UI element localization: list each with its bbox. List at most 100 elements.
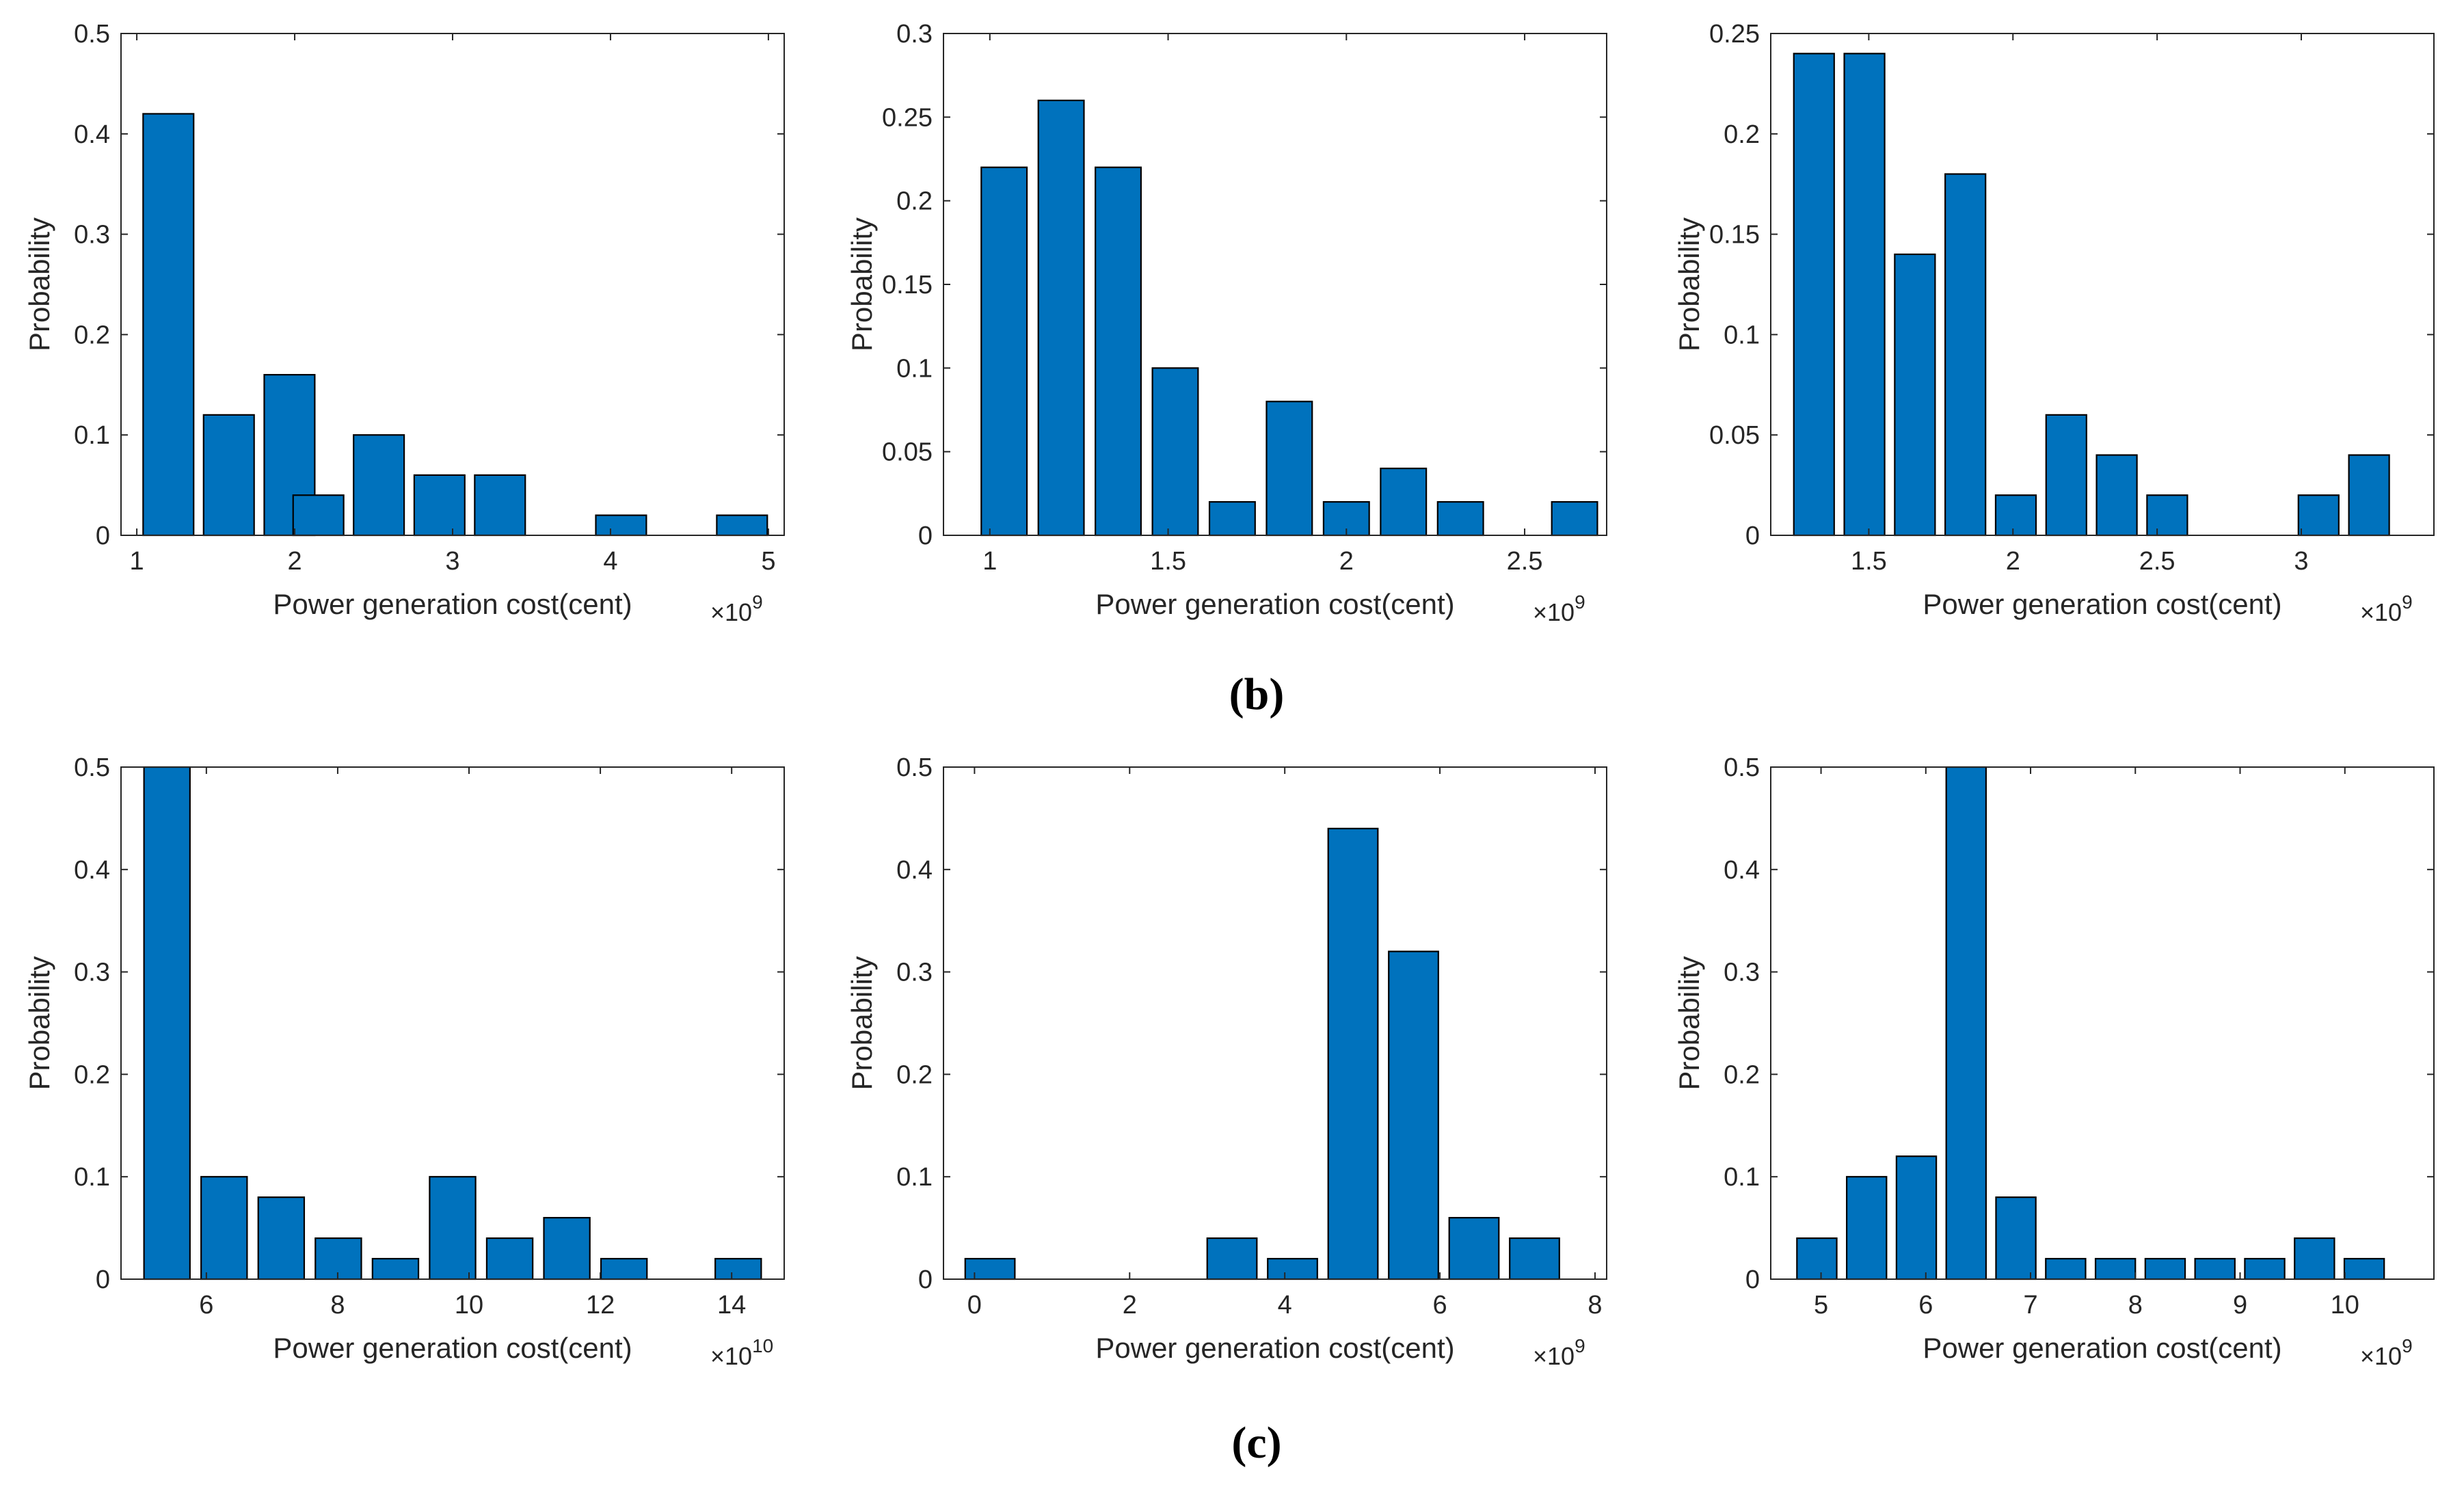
x-axis-exponent: ×109	[710, 591, 763, 626]
bar	[2095, 454, 2138, 537]
x-tick-label: 3	[445, 547, 459, 576]
y-axis-label: Probability	[23, 956, 55, 1090]
y-tick-label: 0.1	[1724, 1163, 1760, 1192]
exponent-base: ×10	[710, 598, 752, 626]
y-tick-label: 0.1	[1724, 321, 1760, 349]
bar	[485, 1237, 534, 1281]
bar	[2297, 494, 2340, 537]
y-tick-label: 0.3	[896, 20, 933, 49]
chart-c-middle: 0 2 4 6 8 0 0.1 0.2 0.3 0.4 0.5 Power generation co…	[846, 753, 1607, 1370]
y-tick-label: 0.5	[896, 753, 933, 782]
x-tick-label: 0	[967, 1291, 982, 1319]
y-tick-label: 0	[1745, 522, 1760, 550]
bar	[1551, 500, 1598, 537]
bar	[980, 166, 1028, 537]
y-tick-label: 0.2	[896, 1060, 933, 1089]
exponent-base: ×10	[1533, 1342, 1575, 1370]
bar	[1037, 99, 1085, 537]
bar	[2194, 1257, 2236, 1281]
bar	[964, 1257, 1016, 1281]
bar	[142, 113, 195, 537]
y-tick-label: 0.1	[896, 1163, 933, 1192]
bar	[1327, 827, 1379, 1281]
bar	[1208, 500, 1256, 537]
bar	[1380, 468, 1428, 537]
x-tick-label: 1.5	[1150, 547, 1186, 576]
x-tick-label: 1.5	[1851, 547, 1887, 576]
panel-label-b: (b)	[1229, 669, 1285, 719]
bar	[543, 1217, 591, 1281]
x-tick-label: 2	[1339, 547, 1354, 576]
bar	[257, 1196, 306, 1281]
axes-box	[1770, 766, 2435, 1280]
bar	[2244, 1257, 2286, 1281]
bar	[1845, 1176, 1888, 1281]
y-tick-label: 0.4	[74, 120, 110, 149]
y-tick-label: 0	[1745, 1265, 1760, 1294]
bar	[200, 1176, 248, 1281]
exponent-power: 9	[2402, 591, 2413, 613]
bar	[1895, 1155, 1938, 1281]
y-tick-label: 0.1	[74, 1163, 110, 1192]
x-axis-label: Power generation cost(cent)	[1095, 588, 1454, 620]
chart-b-right: 1.5 2 2.5 3 0 0.05 0.1 0.15 0.2 0.25 Power generat…	[1673, 20, 2435, 626]
y-tick-label: 0.05	[882, 438, 933, 467]
bar	[1995, 1196, 2037, 1281]
y-tick-label: 0.3	[74, 221, 110, 250]
exponent-base: ×10	[710, 1342, 752, 1370]
exponent-power: 9	[752, 591, 763, 613]
chart-b-middle: 1 1.5 2 2.5 0 0.05 0.1 0.15 0.2 0.25 0.3 Power gene…	[846, 20, 1607, 626]
y-tick-label: 0.5	[1724, 753, 1760, 782]
y-tick-label: 0.1	[896, 354, 933, 383]
chart-c-right: 5 6 7 8 9 10 0 0.1 0.2 0.3 0.4 0.5 Power generation …	[1673, 753, 2435, 1370]
bar	[292, 494, 345, 537]
bar	[1843, 53, 1886, 537]
x-tick-label: 8	[1588, 1291, 1602, 1319]
y-axis-label: Probability	[23, 217, 55, 351]
y-tick-label: 0.25	[882, 103, 933, 132]
bar	[2146, 494, 2188, 537]
bar	[1509, 1237, 1560, 1281]
y-axis-label: Probability	[1673, 956, 1705, 1090]
bar	[2348, 454, 2390, 537]
y-tick-label: 0.4	[1724, 856, 1760, 885]
exponent-base: ×10	[2360, 1342, 2402, 1370]
x-axis-exponent: ×109	[1533, 1335, 1585, 1370]
y-tick-label: 0.05	[1709, 421, 1760, 450]
x-tick-label: 3	[2294, 547, 2308, 576]
y-tick-label: 0	[918, 522, 933, 550]
x-axis-exponent: ×1010	[710, 1335, 773, 1370]
bar	[1206, 1237, 1258, 1281]
x-tick-label: 2.5	[1507, 547, 1543, 576]
y-tick-label: 0	[918, 1265, 933, 1294]
bar	[143, 766, 191, 1281]
y-tick-label: 0.2	[1724, 120, 1760, 149]
x-tick-label: 10	[2331, 1291, 2359, 1319]
bar	[353, 434, 405, 537]
bar	[1095, 166, 1142, 537]
x-axis-exponent: ×109	[1533, 591, 1585, 626]
bar	[600, 1257, 648, 1281]
x-tick-label: 1	[982, 547, 997, 576]
y-tick-label: 0.2	[1724, 1060, 1760, 1089]
x-tick-label: 6	[199, 1291, 213, 1319]
axes-box	[943, 766, 1607, 1280]
x-tick-label: 4	[603, 547, 617, 576]
bar	[1266, 401, 1313, 537]
chart-b-left: 1 2 3 4 5 0 0.1 0.2 0.3 0.4 0.5 Power generation co…	[23, 20, 785, 626]
exponent-power: 9	[1575, 1335, 1585, 1356]
y-tick-label: 0.5	[74, 20, 110, 49]
x-tick-label: 7	[2023, 1291, 2037, 1319]
y-tick-label: 0.2	[74, 1060, 110, 1089]
bar	[714, 1257, 762, 1281]
x-tick-label: 2	[2006, 547, 2020, 576]
x-tick-label: 5	[1814, 1291, 1828, 1319]
bar	[1796, 1237, 1838, 1281]
bar	[2045, 1257, 2087, 1281]
bar	[474, 474, 526, 537]
bar	[1894, 253, 1936, 537]
bar	[202, 414, 255, 537]
y-tick-label: 0.3	[896, 959, 933, 987]
x-tick-label: 2.5	[2139, 547, 2175, 576]
